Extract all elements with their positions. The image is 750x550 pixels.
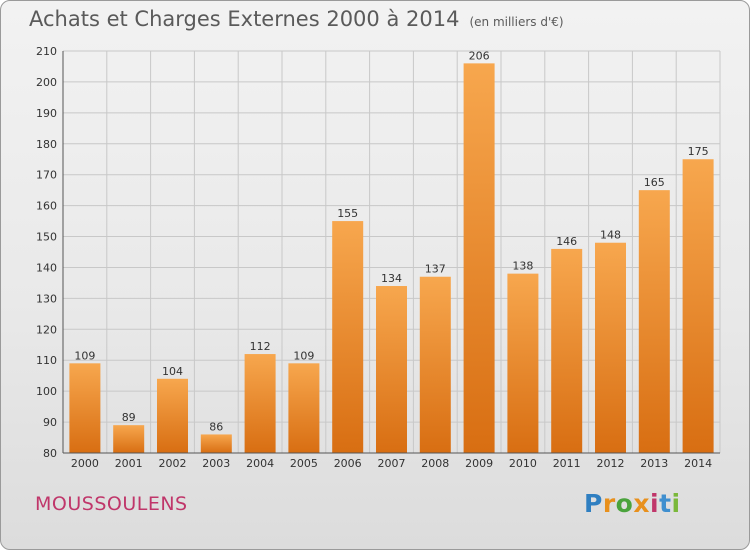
data-labels: 109 89 104 86 112 109 155 134 137 206 138 146 148 165… [74,49,708,433]
x-tick-label: 2009 [465,457,493,470]
bar[interactable] [69,363,101,453]
data-label: 175 [688,145,709,158]
y-tick-label: 80 [43,447,57,460]
logo-letter: r [602,489,616,518]
bar[interactable] [288,363,320,453]
y-tick-label: 150 [36,231,57,244]
bar[interactable] [682,159,714,453]
y-tick-label: 110 [36,354,57,367]
data-label: 89 [122,411,136,424]
y-tick-label: 140 [36,261,57,274]
x-tick-label: 2001 [115,457,143,470]
x-tick-label: 2000 [71,457,99,470]
y-tick-label: 120 [36,323,57,336]
bar[interactable] [244,354,276,453]
y-tick-label: 90 [43,416,57,429]
y-tick-label: 200 [36,76,57,89]
axes: 8090100110120130140150160170180190200210… [36,45,720,470]
y-tick-label: 160 [36,200,57,213]
x-tick-label: 2012 [597,457,625,470]
y-tick-label: 170 [36,169,57,182]
y-tick-label: 210 [36,45,57,58]
bar[interactable] [332,221,364,453]
bar[interactable] [463,63,495,453]
x-tick-label: 2008 [421,457,449,470]
x-tick-label: 2014 [684,457,712,470]
bar[interactable] [551,248,583,453]
x-tick-label: 2011 [553,457,581,470]
data-label: 138 [512,260,533,273]
data-label: 134 [381,272,402,285]
data-label: 155 [337,207,358,220]
x-tick-label: 2005 [290,457,318,470]
logo-letter: t [659,489,672,518]
title-text: Achats et Charges Externes 2000 à 2014 [29,7,460,31]
chart-title: Achats et Charges Externes 2000 à 2014 (e… [29,7,564,31]
y-tick-label: 130 [36,292,57,305]
data-label: 109 [74,349,95,362]
bar[interactable] [376,286,407,453]
data-label: 146 [556,235,577,248]
commune-name: MOUSSOULENS [35,493,188,515]
data-label: 206 [469,49,490,62]
data-label: 165 [644,176,665,189]
data-label: 112 [250,340,271,353]
x-tick-label: 2006 [334,457,362,470]
logo-letter: P [584,489,603,518]
x-tick-label: 2007 [378,457,406,470]
chart-subtitle: (en milliers d'€) [469,15,564,29]
proxiti-logo[interactable]: Proxiti [584,489,681,518]
logo-letter: i [671,489,681,518]
data-label: 86 [209,420,223,433]
y-tick-label: 180 [36,138,57,151]
x-tick-label: 2002 [159,457,187,470]
data-label: 148 [600,229,621,242]
bar[interactable] [595,242,626,453]
data-label: 137 [425,263,446,276]
y-tick-label: 190 [36,107,57,120]
x-tick-label: 2003 [202,457,230,470]
bar[interactable] [157,378,188,453]
logo-letter: i [650,489,660,518]
data-label: 109 [293,349,314,362]
x-tick-label: 2013 [640,457,668,470]
bar[interactable] [200,434,232,453]
bar[interactable] [507,273,539,453]
x-tick-label: 2004 [246,457,274,470]
logo-letter: x [633,489,650,518]
bar[interactable] [419,276,451,453]
y-tick-label: 100 [36,385,57,398]
x-tick-label: 2010 [509,457,537,470]
bar[interactable] [113,425,145,453]
logo-letter: o [615,489,634,518]
bars [69,63,714,453]
bar[interactable] [638,190,670,453]
data-label: 104 [162,365,183,378]
